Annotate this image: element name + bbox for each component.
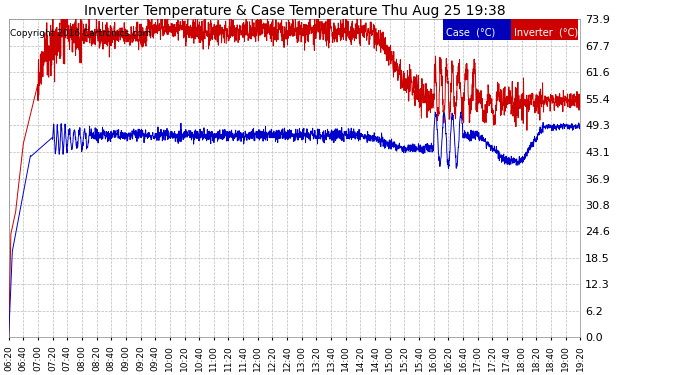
Text: Case  (°C): Case (°C)	[446, 28, 495, 38]
Text: Copyright 2016 Cartronics.com: Copyright 2016 Cartronics.com	[10, 29, 152, 38]
Text: Inverter  (°C): Inverter (°C)	[514, 28, 578, 38]
Title: Inverter Temperature & Case Temperature Thu Aug 25 19:38: Inverter Temperature & Case Temperature …	[83, 4, 505, 18]
